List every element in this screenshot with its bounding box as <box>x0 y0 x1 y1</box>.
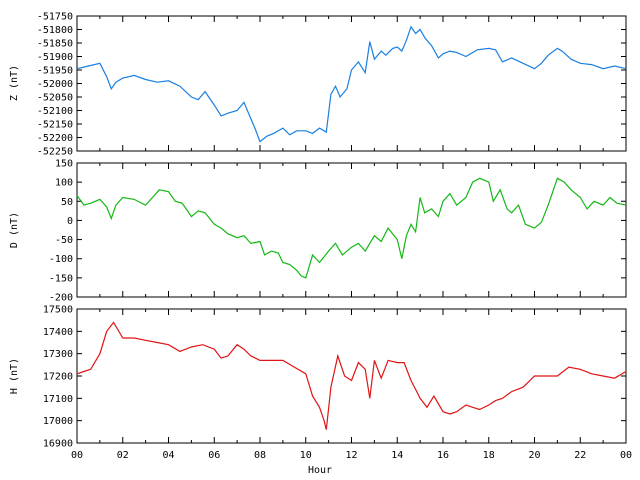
x-tick-label: 00 <box>71 450 83 461</box>
panel-h: H (nT) 17500 17400 17300 17200 17100 17000 169… <box>9 305 632 477</box>
panel-d-ytick-label: -50 <box>55 235 73 246</box>
x-tick-label: 06 <box>208 450 220 461</box>
panel-d-ytick-label: -200 <box>49 293 73 304</box>
x-tick-label: 18 <box>483 450 495 461</box>
panel-d-ytick-label: 100 <box>55 178 73 189</box>
x-tick-label: 10 <box>300 450 312 461</box>
panel-z-ytick-label: -52150 <box>37 120 73 131</box>
x-tick-label: 20 <box>528 450 540 461</box>
panel-h-ytick-label: 17500 <box>43 305 73 316</box>
panel-d-ytick-label: -100 <box>49 254 73 265</box>
panel-z-ylabel: Z (nT) <box>9 65 20 101</box>
x-tick-label: 00 <box>620 450 632 461</box>
panel-z-ytick-label: -51950 <box>37 66 73 77</box>
panel-z-frame <box>76 15 627 152</box>
panel-d-ytick-label: 150 <box>55 159 73 170</box>
panel-z-series-line <box>76 25 627 143</box>
panel-d-ticks: 150 100 50 0 -50 -100 -150 -200 <box>49 159 627 304</box>
panel-h-ytick-label: 17200 <box>43 372 73 383</box>
panel-z-ytick-label: -51900 <box>37 52 73 63</box>
panel-z-ytick-label: -52100 <box>37 106 73 117</box>
panel-z: Z (nT) -51750 -51800 -51850 -51900 -51950 -52… <box>9 12 627 158</box>
panel-z-ytick-label: -52250 <box>37 147 73 158</box>
panel-d-ylabel: D (nT) <box>9 212 20 248</box>
x-tick-label: 22 <box>574 450 586 461</box>
panel-h-ytick-label: 17000 <box>43 416 73 427</box>
panel-z-ytick-label: -52200 <box>37 133 73 144</box>
panel-h-ytick-label: 16900 <box>43 439 73 450</box>
panel-h-series-line <box>76 321 627 430</box>
panel-z-ticks: -51750 -51800 -51850 -51900 -51950 -52000 -520… <box>37 12 627 158</box>
x-tick-label: 12 <box>345 450 357 461</box>
panel-z-ytick-label: -51800 <box>37 25 73 36</box>
panel-z-ytick-label: -51850 <box>37 39 73 50</box>
panel-d-ytick-label: 0 <box>67 216 73 227</box>
x-tick-label: 16 <box>437 450 449 461</box>
panel-d-ytick-label: 50 <box>61 197 73 208</box>
x-tick-label: 02 <box>117 450 129 461</box>
panel-d-series-line <box>76 177 627 279</box>
panel-z-ytick-label: -52050 <box>37 93 73 104</box>
panel-d: D (nT) 150 100 50 0 -50 -100 -150 -200 <box>9 159 627 304</box>
x-tick-label: 14 <box>391 450 403 461</box>
panel-d-ytick-label: -150 <box>49 273 73 284</box>
x-tick-label: 04 <box>162 450 174 461</box>
panel-h-ytick-label: 17100 <box>43 394 73 405</box>
panel-h-ylabel: H (nT) <box>9 358 20 394</box>
panel-z-ytick-label: -52000 <box>37 79 73 90</box>
panel-h-ytick-label: 17300 <box>43 349 73 360</box>
x-tick-label: 08 <box>254 450 266 461</box>
panel-h-ytick-label: 17400 <box>43 327 73 338</box>
x-axis-title: Hour <box>308 465 332 476</box>
panel-d-frame <box>76 162 627 298</box>
panel-z-ytick-label: -51750 <box>37 12 73 23</box>
